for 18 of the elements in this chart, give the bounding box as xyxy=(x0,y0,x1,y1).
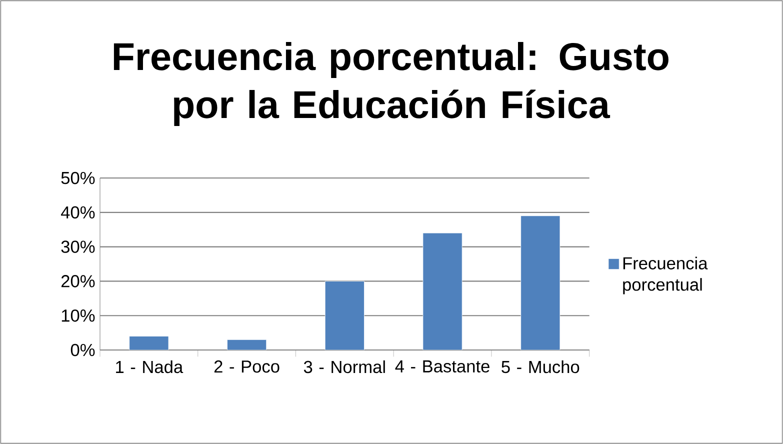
y-tick-label: 0% xyxy=(70,344,95,356)
x-tick-label: 4 - Bastante xyxy=(395,360,490,372)
bar xyxy=(324,281,364,350)
bar xyxy=(520,216,560,350)
chart-title: Frecuencia porcentual: Gusto por la Educación Física xyxy=(114,42,668,126)
x-tick-label: 3 - Normal xyxy=(304,360,385,374)
legend-label: Frecuencia porcentual xyxy=(623,256,708,294)
bar xyxy=(422,232,462,350)
bar xyxy=(129,336,169,350)
x-tick-label: 2 - Poco xyxy=(214,360,280,373)
y-tick-label: 20% xyxy=(61,275,95,288)
bar xyxy=(227,339,267,350)
y-tick-label: 30% xyxy=(61,240,95,253)
y-tick-label: 10% xyxy=(62,309,95,322)
y-tick-label: 50% xyxy=(61,172,95,184)
y-tick-label: 40% xyxy=(60,206,95,219)
x-tick-label: 5 - Mucho xyxy=(502,360,580,374)
x-tick-label: 1 - Nada xyxy=(116,360,184,374)
